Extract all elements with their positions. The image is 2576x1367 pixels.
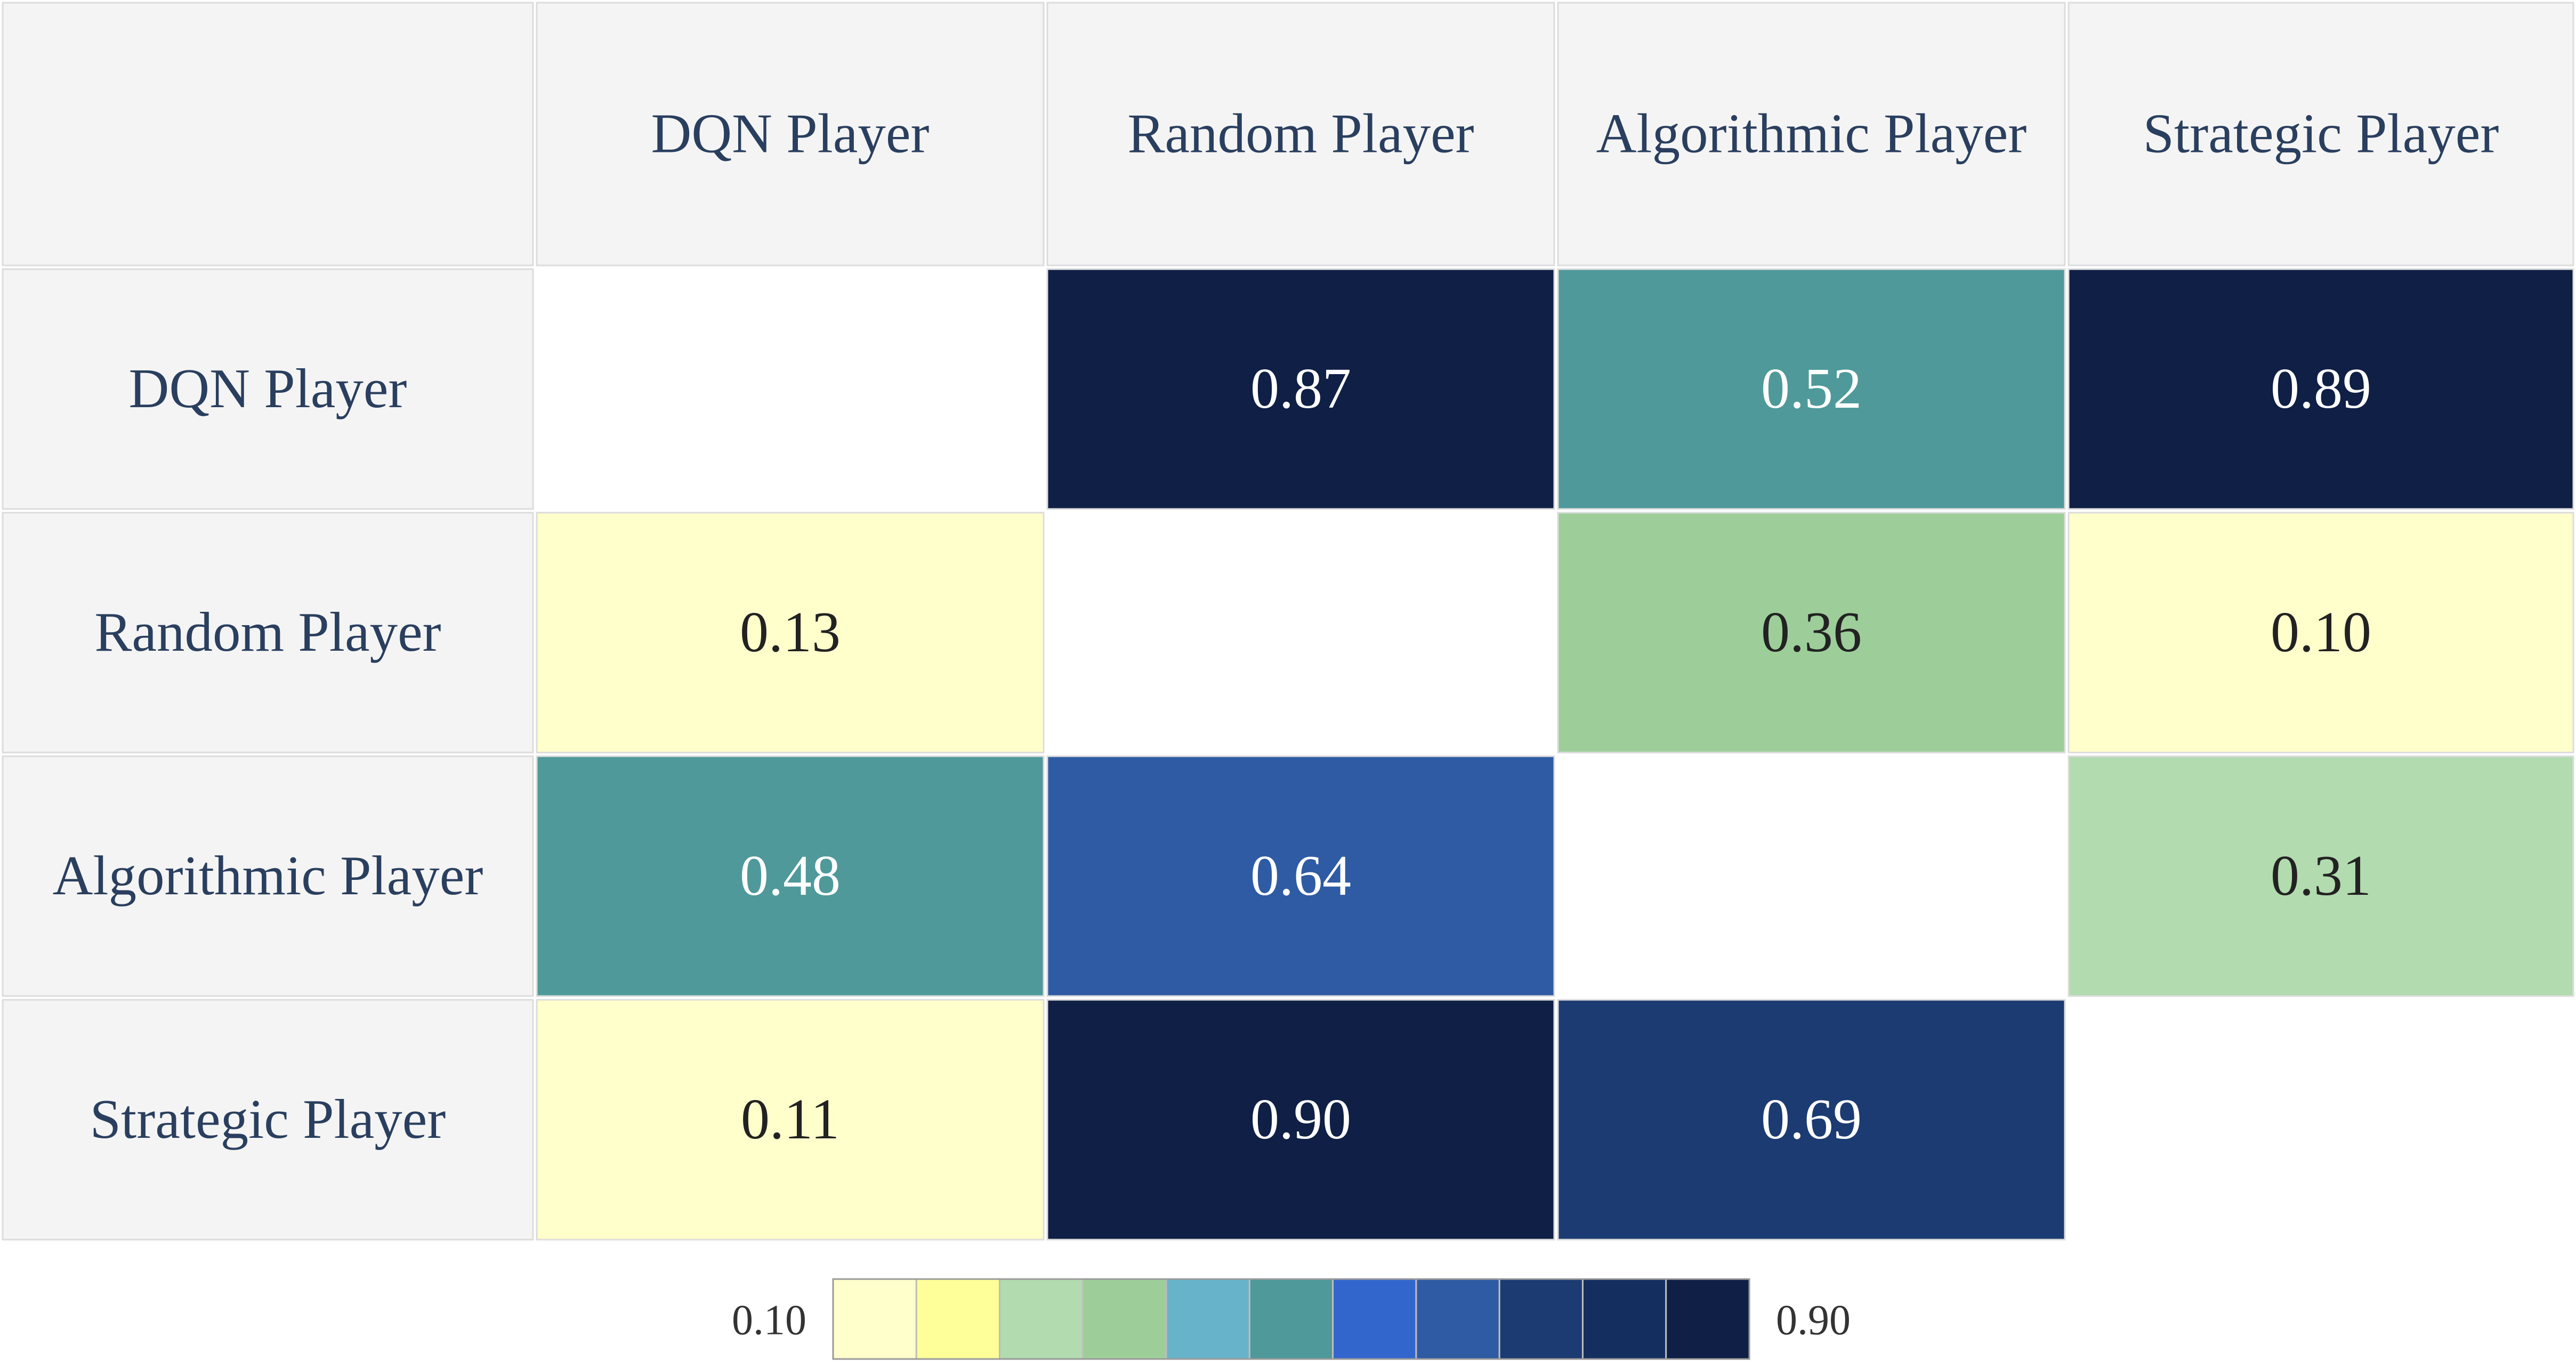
cell-value-label: 0.13: [740, 601, 841, 664]
color-scale-swatch: [1665, 1278, 1750, 1360]
color-scale-max-label: 0.90: [1776, 1297, 1851, 1344]
cell-value-label: 0.48: [740, 844, 841, 908]
color-scale-min-label: 0.10: [732, 1297, 806, 1344]
heatmap-cell: [1557, 512, 2066, 754]
row-header-cell: [2, 999, 534, 1241]
heatmap-cell: [536, 999, 1045, 1241]
column-header-cell: [1557, 2, 2066, 266]
column-header-strategic-player: Strategic Player: [2143, 102, 2499, 165]
column-header-cell: [2068, 2, 2574, 266]
heatmap-cell: [1046, 755, 1555, 997]
cell-value-label: 0.69: [1761, 1088, 1862, 1151]
row-header-cell: [2, 755, 534, 997]
cell-value-label: 0.10: [2271, 601, 2371, 664]
row-header-strategic-player: Strategic Player: [90, 1088, 446, 1150]
color-scale-swatch: [1332, 1278, 1417, 1360]
heatmap-cell: [1557, 999, 2066, 1241]
color-scale-swatch: [1415, 1278, 1500, 1360]
corner-header-cell: [2, 2, 534, 266]
cell-value-label: 0.52: [1761, 357, 1862, 420]
heatmap-cell: [1557, 268, 2066, 510]
color-scale-swatch: [1248, 1278, 1334, 1360]
color-scale-swatch: [915, 1278, 1001, 1360]
row-header-random-player: Random Player: [94, 601, 441, 663]
row-header-dqn-player: DQN Player: [129, 357, 407, 419]
cell-value-label: 0.11: [741, 1088, 839, 1151]
column-header-dqn-player: DQN Player: [651, 102, 930, 165]
heatmap-cell: [2068, 512, 2574, 754]
row-header-algorithmic-player: Algorithmic Player: [53, 844, 483, 907]
column-header-cell: [536, 2, 1045, 266]
color-scale-swatch: [1082, 1278, 1167, 1360]
heatmap-cell: [1046, 999, 1555, 1241]
heatmap-cell: [536, 755, 1045, 997]
heatmap-cell: [2068, 268, 2574, 510]
heatmap-cell: [2068, 755, 2574, 997]
row-header-cell: [2, 268, 534, 510]
empty-cell: [1558, 756, 2065, 996]
cell-value-label: 0.87: [1250, 357, 1351, 420]
column-header-algorithmic-player: Algorithmic Player: [1596, 102, 2027, 165]
empty-cell: [537, 269, 1044, 509]
color-scale-swatch: [1581, 1278, 1667, 1360]
color-scale-border: [832, 1278, 1750, 1360]
column-header-random-player: Random Player: [1127, 102, 1474, 165]
color-scale-swatch: [1498, 1278, 1584, 1360]
row-header-cell: [2, 512, 534, 754]
cell-value-label: 0.89: [2271, 357, 2371, 420]
heatmap-cell: [1046, 268, 1555, 510]
empty-cell: [1047, 513, 1554, 753]
color-scale-swatch: [999, 1278, 1084, 1360]
column-header-cell: [1046, 2, 1555, 266]
color-scale-swatch: [1165, 1278, 1250, 1360]
color-scale-swatch: [832, 1278, 917, 1360]
heatmap-cell: [536, 512, 1045, 754]
cell-value-label: 0.36: [1761, 601, 1862, 664]
cell-value-label: 0.90: [1250, 1088, 1351, 1151]
cell-value-label: 0.64: [1250, 844, 1351, 908]
empty-cell: [2069, 1000, 2573, 1240]
cell-value-label: 0.31: [2271, 844, 2371, 908]
